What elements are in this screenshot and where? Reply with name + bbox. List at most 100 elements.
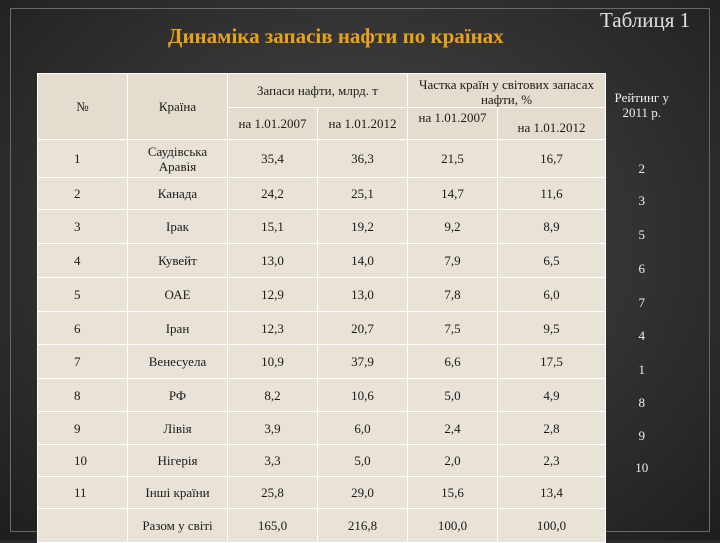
row-reserves-2007: 3,3 (227, 444, 318, 477)
table-row: 1 Саудівська Аравія 35,4 36,3 21,5 16,7 2 (37, 139, 678, 178)
row-rank: 3 (638, 192, 646, 208)
row-reserves-2012: 10,6 (317, 378, 408, 412)
table-row: 11 Інші країни 25,8 29,0 15,6 13,4 (37, 476, 678, 509)
row-number: 6 (37, 311, 128, 345)
row-number: 7 (37, 344, 128, 379)
row-reserves-2012: 19,2 (317, 209, 408, 244)
header-reserves-2007: на 1.01.2007 (227, 107, 318, 140)
row-rank: 7 (638, 294, 646, 310)
table-row: 3 Ірак 15,1 19,2 9,2 8,9 5 (37, 209, 678, 244)
row-country: РФ (127, 378, 228, 412)
row-share-2012: 16,7 (497, 139, 606, 178)
row-reserves-2012: 29,0 (317, 476, 408, 509)
row-reserves-2012: 36,3 (317, 139, 408, 178)
row-share-2007: 6,6 (407, 344, 498, 379)
header-reserves-2012: на 1.01.2012 (317, 107, 408, 140)
header-share-2012: на 1.01.2012 (497, 107, 606, 140)
row-number: 10 (37, 444, 128, 477)
total-empty-cell (37, 508, 128, 543)
row-country: Інші країни (127, 476, 228, 509)
row-number: 9 (37, 411, 128, 445)
row-reserves-2007: 10,9 (227, 344, 318, 379)
row-country: Іран (127, 311, 228, 345)
row-share-2012: 6,5 (497, 243, 606, 278)
row-share-2007: 21,5 (407, 139, 498, 178)
row-rank: 8 (638, 394, 646, 410)
header-country: Країна (127, 73, 228, 140)
row-share-2007: 7,5 (407, 311, 498, 345)
row-reserves-2007: 25,8 (227, 476, 318, 509)
page-title: Динаміка запасів нафти по країнах (168, 24, 504, 48)
row-reserves-2007: 12,3 (227, 311, 318, 345)
row-country: Ірак (127, 209, 228, 244)
table-row: 8 РФ 8,2 10,6 5,0 4,9 8 (37, 378, 678, 412)
row-share-2007: 2,4 (407, 411, 498, 445)
row-country: Лівія (127, 411, 228, 445)
row-reserves-2012: 25,1 (317, 177, 408, 210)
total-reserves-2012: 216,8 (317, 508, 408, 543)
total-label: Разом у світі (127, 508, 228, 543)
row-reserves-2012: 6,0 (317, 411, 408, 445)
row-rank: 4 (638, 327, 646, 343)
row-reserves-2007: 3,9 (227, 411, 318, 445)
row-reserves-2007: 35,4 (227, 139, 318, 178)
row-reserves-2012: 37,9 (317, 344, 408, 379)
row-rank: 1 (638, 361, 646, 377)
row-share-2012: 13,4 (497, 476, 606, 509)
row-number: 5 (37, 277, 128, 312)
row-share-2007: 2,0 (407, 444, 498, 477)
row-number: 11 (37, 476, 128, 509)
row-reserves-2007: 13,0 (227, 243, 318, 278)
table-row-total: Разом у світі 165,0 216,8 100,0 100,0 (37, 508, 678, 543)
row-reserves-2007: 8,2 (227, 378, 318, 412)
row-share-2012: 6,0 (497, 277, 606, 312)
row-country: Нігерія (127, 444, 228, 477)
row-share-2007: 7,8 (407, 277, 498, 312)
row-share-2012: 2,8 (497, 411, 606, 445)
table-label: Таблиця 1 (600, 8, 691, 32)
header-share-2007: на 1.01.2007 (407, 107, 498, 140)
row-number: 8 (37, 378, 128, 412)
row-rank: 10 (635, 459, 649, 475)
table-row: 10 Нігерія 3,3 5,0 2,0 2,3 10 (37, 444, 678, 477)
oil-reserves-table: № Країна Запаси нафти, млрд. т Частка кр… (37, 73, 678, 543)
row-rank: 5 (638, 226, 646, 242)
row-share-2012: 9,5 (497, 311, 606, 345)
table-row: 5 ОАЕ 12,9 13,0 7,8 6,0 7 (37, 277, 678, 312)
row-share-2012: 11,6 (497, 177, 606, 210)
row-country: Саудівська Аравія (127, 139, 228, 178)
row-rank: 6 (638, 260, 646, 276)
row-rank: 9 (638, 427, 646, 443)
row-country: ОАЕ (127, 277, 228, 312)
row-reserves-2012: 13,0 (317, 277, 408, 312)
table-row: 9 Лівія 3,9 6,0 2,4 2,8 9 (37, 411, 678, 445)
header-rating: Рейтинг у 2011 р. (614, 89, 669, 120)
table-row: 4 Кувейт 13,0 14,0 7,9 6,5 6 (37, 243, 678, 278)
row-country: Венесуела (127, 344, 228, 379)
row-number: 2 (37, 177, 128, 210)
row-number: 3 (37, 209, 128, 244)
total-rank-cell (606, 509, 678, 543)
row-reserves-2007: 12,9 (227, 277, 318, 312)
row-share-2012: 17,5 (497, 344, 606, 379)
row-reserves-2012: 20,7 (317, 311, 408, 345)
row-reserves-2012: 5,0 (317, 444, 408, 477)
header-share: Частка країн у світових запасах нафти, % (407, 73, 606, 108)
row-reserves-2007: 24,2 (227, 177, 318, 210)
row-share-2012: 4,9 (497, 378, 606, 412)
table-row: 6 Іран 12,3 20,7 7,5 9,5 4 (37, 311, 678, 345)
row-rank: 2 (638, 160, 646, 176)
table-row: 7 Венесуела 10,9 37,9 6,6 17,5 1 (37, 344, 678, 379)
table-row: 2 Канада 24,2 25,1 14,7 11,6 3 (37, 177, 678, 210)
row-country: Канада (127, 177, 228, 210)
total-share-2012: 100,0 (497, 508, 606, 543)
row-rank (606, 477, 678, 509)
row-country: Кувейт (127, 243, 228, 278)
row-reserves-2012: 14,0 (317, 243, 408, 278)
total-reserves-2007: 165,0 (227, 508, 318, 543)
header-number: № (37, 73, 128, 140)
row-share-2007: 15,6 (407, 476, 498, 509)
row-share-2007: 5,0 (407, 378, 498, 412)
row-share-2007: 7,9 (407, 243, 498, 278)
row-number: 1 (37, 139, 128, 178)
